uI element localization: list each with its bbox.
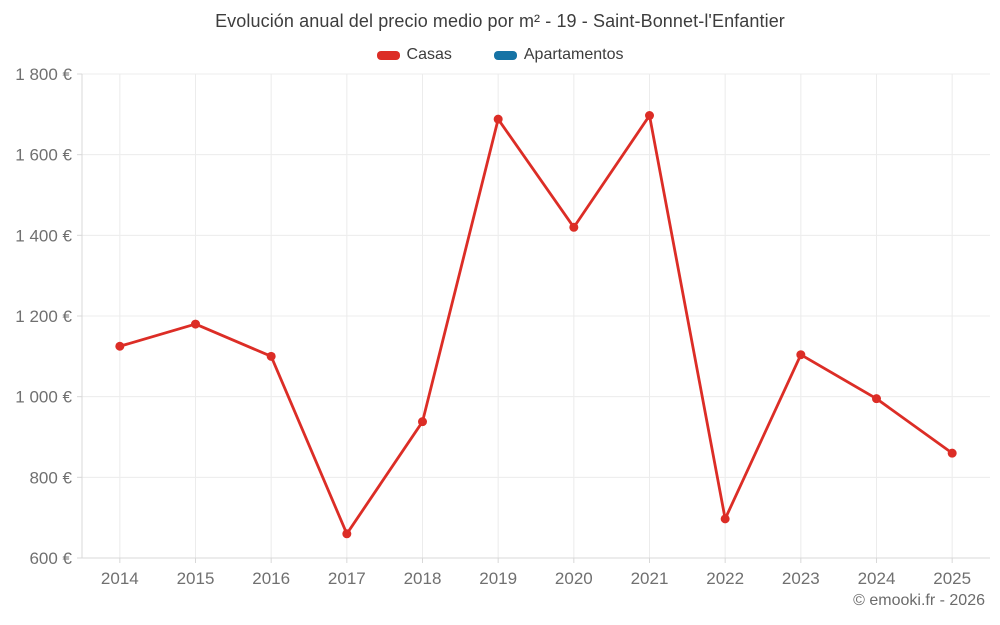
legend-item-casas[interactable]: Casas [376,46,452,64]
x-axis-label: 2023 [782,569,820,588]
x-axis-label: 2020 [555,569,593,588]
data-point-casas-2018[interactable] [418,417,427,427]
data-point-casas-2024[interactable] [872,394,881,404]
data-point-casas-2020[interactable] [569,222,579,232]
x-axis-label: 2015 [177,569,215,588]
data-point-casas-2023[interactable] [796,350,806,360]
y-axis-label: 1 000 € [15,388,72,407]
apartamentos-series-swatch-icon [493,50,517,60]
legend-item-apartamentos[interactable]: Apartamentos [493,46,624,64]
x-axis-label: 2017 [328,569,366,588]
x-axis-label: 2021 [631,569,669,588]
y-axis-label: 600 € [29,549,72,568]
y-axis-label: 1 800 € [15,65,72,84]
casas-series-swatch-icon [376,50,400,60]
data-point-casas-2015[interactable] [191,319,200,329]
data-point-casas-2014[interactable] [115,341,125,351]
x-axis-label: 2024 [858,569,896,588]
x-axis-label: 2016 [252,569,290,588]
y-axis-label: 1 600 € [15,146,72,165]
data-point-casas-2017[interactable] [342,529,352,539]
y-axis-label: 1 400 € [15,226,72,245]
data-point-casas-2021[interactable] [645,111,654,121]
copyright-text: © emooki.fr - 2026 [853,592,985,609]
data-point-casas-2025[interactable] [947,448,957,458]
x-axis-label: 2018 [404,569,442,588]
legend-label-casas: Casas [406,46,452,63]
x-axis-label: 2019 [479,569,517,588]
y-axis-label: 1 200 € [15,307,72,326]
x-axis-label: 2022 [706,569,744,588]
x-axis-label: 2014 [101,569,139,588]
legend-label-apartamentos: Apartamentos [523,46,624,63]
data-point-casas-2016[interactable] [266,351,276,361]
legend: Casas Apartamentos [0,46,1000,64]
x-axis-label: 2025 [933,569,971,588]
data-point-casas-2022[interactable] [720,514,730,524]
series-line-casas [118,114,954,536]
chart-title: Evolución anual del precio medio por m² … [215,11,785,31]
data-point-casas-2019[interactable] [493,114,503,124]
y-axis-label: 800 € [29,468,72,487]
